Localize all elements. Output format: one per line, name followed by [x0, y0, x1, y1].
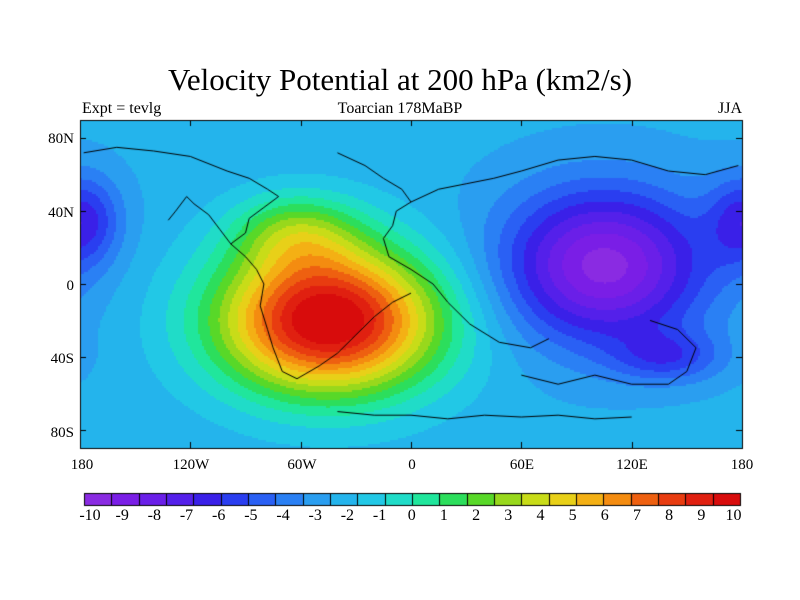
colorbar-label: 5: [568, 507, 577, 524]
colorbar-label: -3: [308, 507, 322, 524]
colorbar-label: -4: [276, 507, 290, 524]
colorbar-label: -5: [244, 507, 258, 524]
season-label: JJA: [717, 100, 742, 117]
lon-label-120w: 120W: [172, 457, 210, 473]
colorbar-label: -10: [79, 507, 101, 524]
lat-label-80n: 80N: [48, 131, 74, 147]
colorbar-label: -2: [340, 507, 355, 524]
lon-label-60w: 60W: [287, 457, 317, 473]
period-label: Toarcian 178MaBP: [337, 100, 463, 117]
experiment-label: Expt = tevlg: [82, 100, 162, 117]
colorbar-label: 7: [632, 507, 641, 524]
colorbar-label: 3: [504, 507, 513, 524]
lon-label-180w: 180: [70, 457, 94, 473]
colorbar-label: -1: [372, 507, 387, 524]
colorbar-label: 9: [697, 507, 706, 524]
map-title: Velocity Potential at 200 hPa (km2/s): [167, 62, 633, 97]
colorbar-label: 2: [472, 507, 481, 524]
lat-label-40n: 40N: [48, 205, 74, 221]
colorbar-label: 4: [536, 507, 545, 524]
lon-label-180e: 180: [730, 457, 754, 473]
colorbar-label: 6: [600, 507, 609, 524]
lon-label-60e: 60E: [509, 457, 535, 473]
colorbar-label: -6: [212, 507, 226, 524]
colorbar-label: 8: [665, 507, 674, 524]
lat-label-80s: 80S: [50, 425, 74, 441]
colorbar-label: 10: [725, 507, 742, 524]
colorbar-label: -9: [115, 507, 129, 524]
colorbar-label: -8: [147, 507, 161, 524]
colorbar-label: 0: [407, 507, 416, 524]
lon-label-120e: 120E: [616, 457, 648, 473]
lat-label-40s: 40S: [50, 351, 74, 367]
lon-label-0: 0: [408, 457, 416, 473]
colorbar-label: -7: [179, 507, 194, 524]
lat-label-0: 0: [66, 278, 75, 294]
colorbar-label: 1: [439, 507, 448, 524]
